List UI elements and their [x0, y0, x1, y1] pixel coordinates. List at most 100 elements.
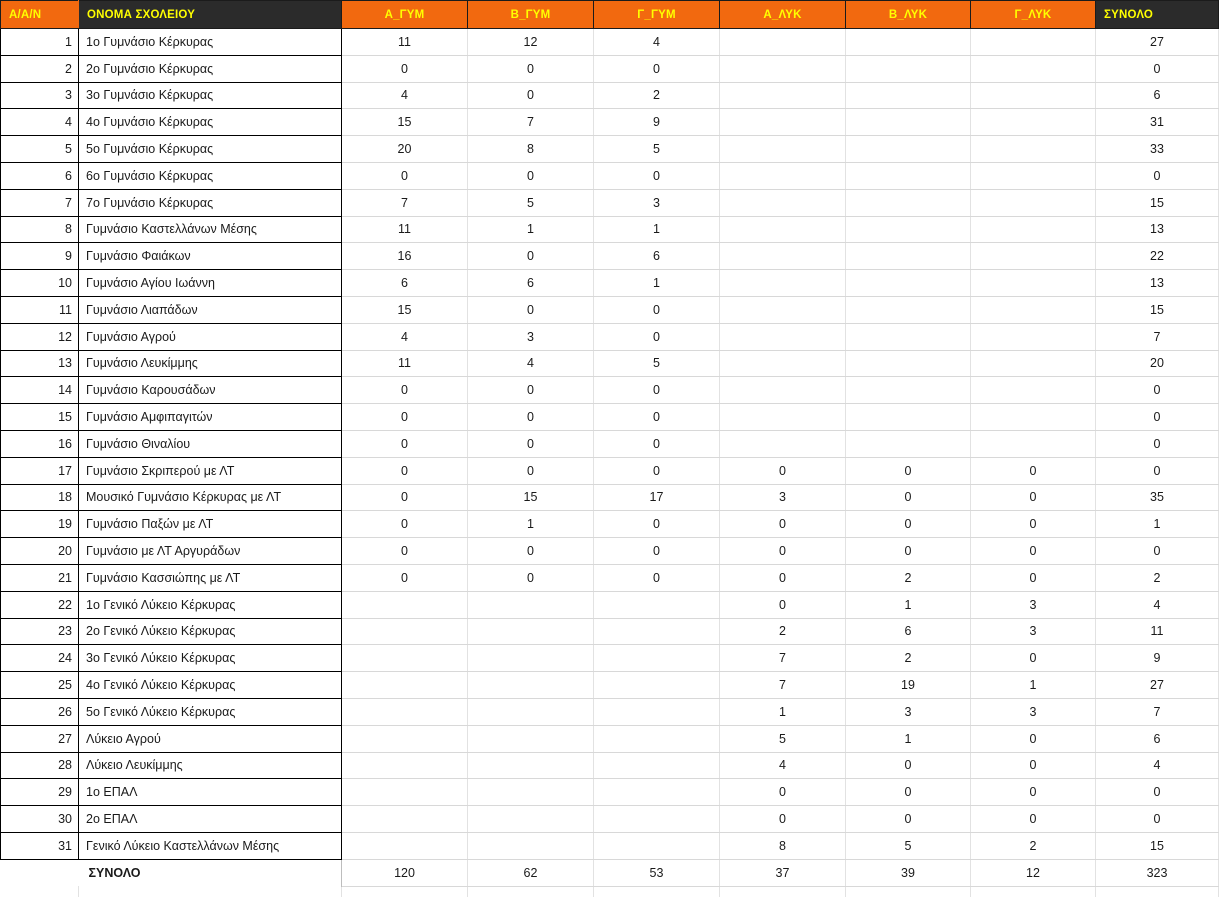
table-row[interactable]: 1 1ο Γυμνάσιο Κέρκυρας 11 12 4 27 — [0, 28, 1219, 56]
table-row[interactable]: 23 2ο Γενικό Λύκειο Κέρκυρας 2 6 3 11 — [0, 618, 1219, 646]
cell-c_lyk[interactable] — [970, 269, 1096, 297]
cell-a_gym[interactable]: 15 — [341, 296, 468, 324]
cell-b_lyk[interactable] — [845, 216, 971, 244]
cell-total[interactable]: 15 — [1095, 832, 1219, 860]
cell-c_gym[interactable]: 3 — [593, 189, 720, 217]
cell-name[interactable]: 2ο Γυμνάσιο Κέρκυρας — [78, 55, 342, 83]
column-header-c_lyk[interactable]: Γ_ΛΥΚ — [970, 0, 1096, 29]
cell-b_gym[interactable] — [467, 886, 594, 897]
cell-idx[interactable]: 13 — [0, 350, 79, 378]
cell-b_lyk[interactable]: 2 — [845, 644, 971, 673]
cell-idx[interactable]: 17 — [0, 457, 79, 485]
cell-a_gym[interactable]: 11 — [341, 28, 468, 56]
cell-c_lyk[interactable]: 0 — [970, 725, 1096, 753]
cell-name[interactable]: Μουσικό Γυμνάσιο Κέρκυρας με ΛΤ — [78, 484, 342, 512]
cell-c_lyk[interactable] — [970, 162, 1096, 190]
cell-c_lyk[interactable]: 3 — [970, 618, 1096, 646]
cell-c_gym[interactable]: 0 — [593, 403, 720, 431]
cell-b_lyk[interactable]: 3 — [845, 698, 971, 726]
cell-c_lyk[interactable] — [970, 242, 1096, 271]
cell-b_lyk[interactable] — [845, 189, 971, 217]
cell-c_gym[interactable]: 0 — [593, 564, 720, 592]
cell-name[interactable]: 1ο Γενικό Λύκειο Κέρκυρας — [78, 591, 342, 619]
cell-a_gym[interactable] — [341, 644, 468, 673]
cell-b_gym[interactable]: 0 — [467, 564, 594, 592]
cell-b_gym[interactable]: 7 — [467, 108, 594, 137]
cell-b_gym[interactable] — [467, 832, 594, 860]
cell-b_lyk[interactable] — [845, 108, 971, 137]
cell-name[interactable]: 7ο Γυμνάσιο Κέρκυρας — [78, 189, 342, 217]
table-row[interactable]: 18 Μουσικό Γυμνάσιο Κέρκυρας με ΛΤ 0 15 17 3 0… — [0, 484, 1219, 512]
cell-b_gym[interactable]: 62 — [467, 859, 594, 887]
column-header-c_gym[interactable]: Γ_ΓΥΜ — [593, 0, 720, 29]
cell-name[interactable]: Γυμνάσιο Λιαπάδων — [78, 296, 342, 324]
cell-b_gym[interactable]: 12 — [467, 28, 594, 56]
cell-name[interactable]: Γυμνάσιο Φαιάκων — [78, 242, 342, 271]
table-row[interactable]: 19 Γυμνάσιο Παξών με ΛΤ 0 1 0 0 0 0 1 — [0, 510, 1219, 539]
cell-total[interactable]: 6 — [1095, 725, 1219, 753]
cell-b_lyk[interactable]: 5 — [845, 832, 971, 860]
cell-idx[interactable]: 25 — [0, 671, 79, 699]
cell-idx[interactable]: 1 — [0, 28, 79, 56]
cell-b_gym[interactable]: 1 — [467, 216, 594, 244]
cell-total[interactable]: 22 — [1095, 242, 1219, 271]
table-row[interactable]: 27 Λύκειο Αγρού 5 1 0 6 — [0, 725, 1219, 753]
cell-c_lyk[interactable]: 0 — [970, 778, 1096, 807]
cell-c_lyk[interactable]: 2 — [970, 832, 1096, 860]
cell-total[interactable]: 0 — [1095, 457, 1219, 485]
cell-a_gym[interactable]: 120 — [341, 859, 468, 887]
cell-name[interactable]: Γενικό Λύκειο Καστελλάνων Μέσης — [78, 832, 342, 860]
cell-c_gym[interactable]: 9 — [593, 108, 720, 137]
table-row[interactable]: 11 Γυμνάσιο Λιαπάδων 15 0 0 15 — [0, 296, 1219, 324]
cell-name[interactable]: 1ο ΕΠΑΛ — [78, 778, 342, 807]
cell-name[interactable]: Γυμνάσιο Σκριπερού με ΛΤ — [78, 457, 342, 485]
cell-name[interactable]: Γυμνάσιο Αγίου Ιωάννη — [78, 269, 342, 297]
cell-idx[interactable]: 7 — [0, 189, 79, 217]
cell-c_gym[interactable]: 6 — [593, 242, 720, 271]
cell-name[interactable]: 4ο Γενικό Λύκειο Κέρκυρας — [78, 671, 342, 699]
table-row[interactable]: 2 2ο Γυμνάσιο Κέρκυρας 0 0 0 0 — [0, 55, 1219, 83]
cell-b_gym[interactable]: 0 — [467, 457, 594, 485]
cell-name[interactable]: 3ο Γενικό Λύκειο Κέρκυρας — [78, 644, 342, 673]
cell-a_gym[interactable] — [341, 671, 468, 699]
cell-b_gym[interactable]: 1 — [467, 510, 594, 539]
cell-b_gym[interactable]: 8 — [467, 135, 594, 163]
cell-b_lyk[interactable]: 0 — [845, 537, 971, 565]
cell-idx[interactable]: 23 — [0, 618, 79, 646]
cell-a_gym[interactable]: 0 — [341, 162, 468, 190]
cell-b_lyk[interactable] — [845, 323, 971, 351]
cell-c_lyk[interactable] — [970, 216, 1096, 244]
cell-total[interactable]: 0 — [1095, 162, 1219, 190]
cell-total[interactable]: 1 — [1095, 510, 1219, 539]
cell-a_lyk[interactable] — [719, 135, 846, 163]
cell-c_gym[interactable]: 1 — [593, 216, 720, 244]
cell-total[interactable]: 0 — [1095, 55, 1219, 83]
cell-total[interactable]: 15 — [1095, 296, 1219, 324]
cell-b_lyk[interactable]: 0 — [845, 484, 971, 512]
cell-c_gym[interactable]: 0 — [593, 457, 720, 485]
cell-c_gym[interactable] — [593, 591, 720, 619]
table-row[interactable]: 5 5ο Γυμνάσιο Κέρκυρας 20 8 5 33 — [0, 135, 1219, 163]
cell-total[interactable]: 9 — [1095, 644, 1219, 673]
cell-a_lyk[interactable] — [719, 55, 846, 83]
cell-a_gym[interactable] — [341, 618, 468, 646]
table-row[interactable]: 6 6ο Γυμνάσιο Κέρκυρας 0 0 0 0 — [0, 162, 1219, 190]
table-row[interactable]: 15 Γυμνάσιο Αμφιπαγιτών 0 0 0 0 — [0, 403, 1219, 431]
cell-name[interactable]: 5ο Γυμνάσιο Κέρκυρας — [78, 135, 342, 163]
cell-b_lyk[interactable] — [845, 430, 971, 458]
cell-a_lyk[interactable]: 0 — [719, 564, 846, 592]
empty-tail-row[interactable] — [0, 886, 1219, 897]
cell-b_lyk[interactable] — [845, 296, 971, 324]
cell-c_gym[interactable]: 0 — [593, 510, 720, 539]
cell-name[interactable]: Γυμνάσιο Καρουσάδων — [78, 376, 342, 405]
cell-c_lyk[interactable] — [970, 886, 1096, 897]
cell-a_lyk[interactable]: 7 — [719, 644, 846, 673]
cell-idx[interactable] — [0, 859, 79, 886]
cell-c_lyk[interactable] — [970, 430, 1096, 458]
cell-a_lyk[interactable] — [719, 82, 846, 110]
cell-name[interactable]: 5ο Γενικό Λύκειο Κέρκυρας — [78, 698, 342, 726]
cell-total[interactable]: 0 — [1095, 537, 1219, 565]
cell-idx[interactable]: 3 — [0, 82, 79, 110]
cell-c_gym[interactable]: 1 — [593, 269, 720, 297]
